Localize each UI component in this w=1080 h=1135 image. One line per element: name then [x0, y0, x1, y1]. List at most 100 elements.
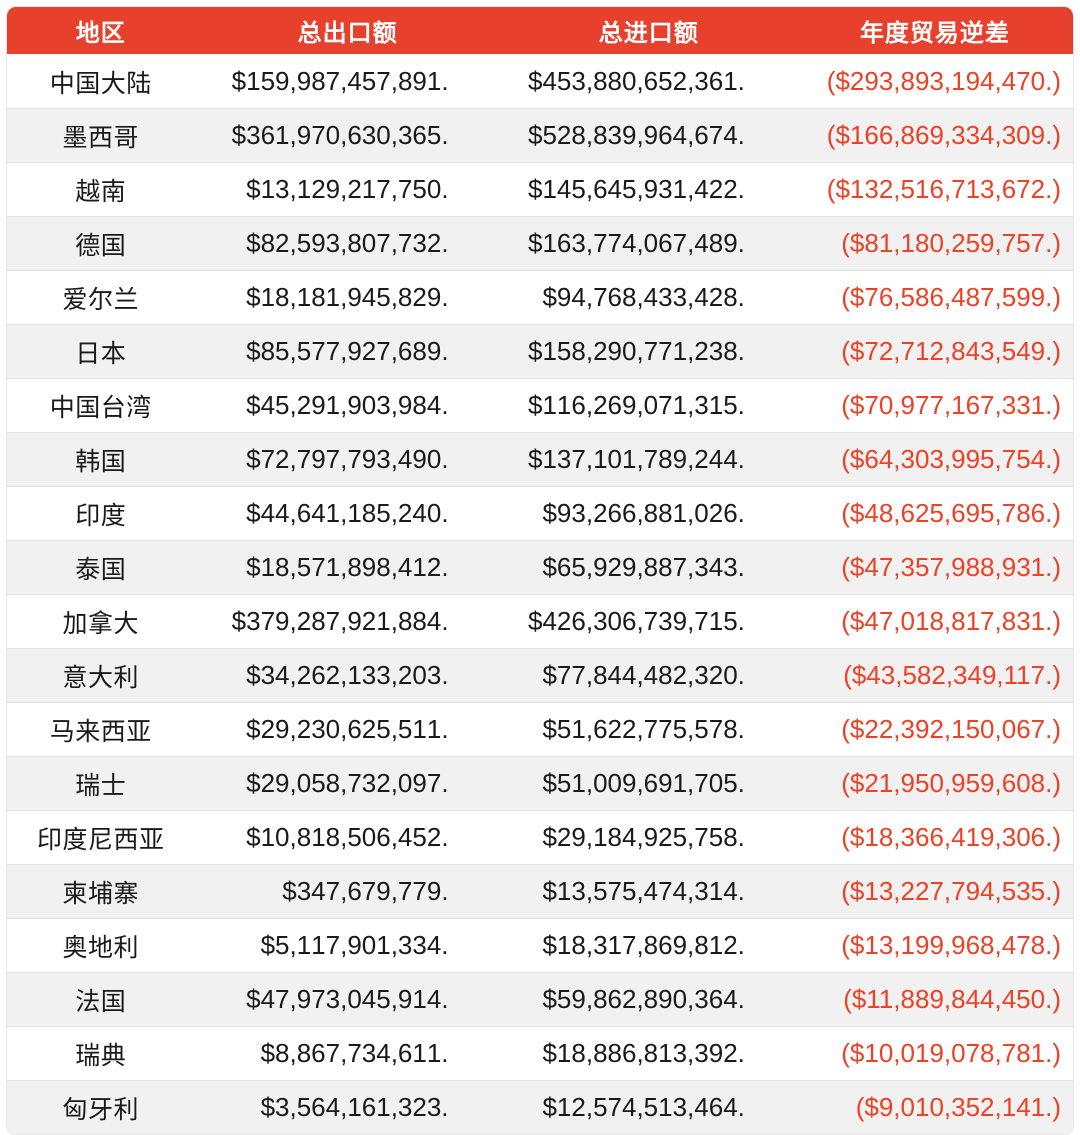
deficit-cell: ($11,889,844,450.) — [796, 972, 1073, 1027]
deficit-cell: ($43,582,349,117.) — [796, 648, 1073, 703]
table-row: 法国 $47,973,045,914. $59,862,890,364. ($11,8… — [7, 972, 1073, 1027]
deficit-cell: ($22,392,150,067.) — [796, 702, 1073, 757]
region-cell: 奥地利 — [7, 918, 195, 973]
column-header-deficit: 年度贸易逆差 — [796, 7, 1073, 55]
exports-cell: $361,970,630,365. — [194, 108, 501, 163]
imports-cell: $528,839,964,674. — [500, 108, 797, 163]
table-row: 中国台湾 $45,291,903,984. $116,269,071,315. ($7… — [7, 378, 1073, 433]
table-body: 中国大陆 $159,987,457,891. $453,880,652,361. ($… — [7, 54, 1073, 1134]
table-row: 韩国 $72,797,793,490. $137,101,789,244. ($64,… — [7, 432, 1073, 487]
region-cell: 韩国 — [7, 432, 195, 487]
table-row: 奥地利 $5,117,901,334. $18,317,869,812. ($13,1… — [7, 918, 1073, 973]
deficit-cell: ($81,180,259,757.) — [796, 216, 1073, 271]
imports-cell: $59,862,890,364. — [500, 972, 797, 1027]
table-row: 马来西亚 $29,230,625,511. $51,622,775,578. ($22… — [7, 702, 1073, 757]
region-cell: 中国大陆 — [7, 54, 195, 109]
deficit-cell: ($64,303,995,754.) — [796, 432, 1073, 487]
deficit-cell: ($10,019,078,781.) — [796, 1026, 1073, 1081]
exports-cell: $18,181,945,829. — [194, 270, 501, 325]
exports-cell: $8,867,734,611. — [194, 1026, 501, 1081]
deficit-cell: ($76,586,487,599.) — [796, 270, 1073, 325]
table-row: 印度 $44,641,185,240. $93,266,881,026. ($48,6… — [7, 486, 1073, 541]
region-cell: 日本 — [7, 324, 195, 379]
region-cell: 法国 — [7, 972, 195, 1027]
table-row: 越南 $13,129,217,750. $145,645,931,422. ($132… — [7, 162, 1073, 217]
region-cell: 柬埔寨 — [7, 864, 195, 919]
exports-cell: $5,117,901,334. — [194, 918, 501, 973]
exports-cell: $29,230,625,511. — [194, 702, 501, 757]
table-row: 日本 $85,577,927,689. $158,290,771,238. ($72,… — [7, 324, 1073, 379]
region-cell: 印度 — [7, 486, 195, 541]
exports-cell: $18,571,898,412. — [194, 540, 501, 595]
exports-cell: $47,973,045,914. — [194, 972, 501, 1027]
region-cell: 马来西亚 — [7, 702, 195, 757]
region-cell: 中国台湾 — [7, 378, 195, 433]
region-cell: 瑞典 — [7, 1026, 195, 1081]
exports-cell: $44,641,185,240. — [194, 486, 501, 541]
imports-cell: $163,774,067,489. — [500, 216, 797, 271]
region-cell: 匈牙利 — [62, 1095, 140, 1124]
region-cell: 印度尼西亚 — [7, 810, 195, 865]
imports-cell: $116,269,071,315. — [500, 378, 797, 433]
exports-cell: $72,797,793,490. — [194, 432, 501, 487]
region-cell: 爱尔兰 — [7, 270, 195, 325]
exports-cell: $347,679,779. — [194, 864, 501, 919]
region-cell: 加拿大 — [7, 594, 195, 649]
imports-cell: $158,290,771,238. — [500, 324, 797, 379]
deficit-cell: ($166,869,334,309.) — [796, 108, 1073, 163]
table-row: 中国大陆 $159,987,457,891. $453,880,652,361. ($… — [7, 54, 1073, 109]
table-row: 瑞典 $8,867,734,611. $18,886,813,392. ($10,01… — [7, 1026, 1073, 1081]
table-row: 加拿大 $379,287,921,884. $426,306,739,715. ($4… — [7, 594, 1073, 649]
imports-cell: $18,317,869,812. — [500, 918, 797, 973]
exports-cell: $159,987,457,891. — [194, 54, 501, 109]
imports-cell: $51,622,775,578. — [500, 702, 797, 757]
header-row: 地区 总出口额 总进口额 年度贸易逆差 — [7, 7, 1073, 55]
imports-cell: $453,880,652,361. — [500, 54, 797, 109]
deficit-cell: ($72,712,843,549.) — [796, 324, 1073, 379]
table-row: 泰国 $18,571,898,412. $65,929,887,343. ($47,3… — [7, 540, 1073, 595]
deficit-cell: ($18,366,419,306.) — [796, 810, 1073, 865]
deficit-cell: ($48,625,695,786.) — [796, 486, 1073, 541]
exports-cell: $34,262,133,203. — [194, 648, 501, 703]
table-row: 爱尔兰 $18,181,945,829. $94,768,433,428. ($76,… — [7, 270, 1073, 325]
imports-cell: $12,574,513,464. — [542, 1092, 745, 1122]
exports-cell: $82,593,807,732. — [194, 216, 501, 271]
exports-cell: $45,291,903,984. — [194, 378, 501, 433]
region-cell: 德国 — [7, 216, 195, 271]
deficit-cell: ($13,199,968,478.) — [796, 918, 1073, 973]
exports-cell: $379,287,921,884. — [194, 594, 501, 649]
deficit-cell: ($13,227,794,535.) — [796, 864, 1073, 919]
region-cell: 意大利 — [7, 648, 195, 703]
imports-cell: $13,575,474,314. — [500, 864, 797, 919]
exports-cell: $10,818,506,452. — [194, 810, 501, 865]
table-row: 墨西哥 $361,970,630,365. $528,839,964,674. ($1… — [7, 108, 1073, 163]
column-header-region: 地区 — [7, 7, 195, 55]
deficit-cell: ($132,516,713,672.) — [796, 162, 1073, 217]
deficit-cell: ($21,950,959,608.) — [796, 756, 1073, 811]
imports-cell: $145,645,931,422. — [500, 162, 797, 217]
imports-cell: $137,101,789,244. — [500, 432, 797, 487]
table-row: 意大利 $34,262,133,203. $77,844,482,320. ($43,… — [7, 648, 1073, 703]
exports-cell: $13,129,217,750. — [194, 162, 501, 217]
imports-cell: $94,768,433,428. — [500, 270, 797, 325]
trade-table: 地区 总出口额 总进口额 年度贸易逆差 中国大陆 $159,987,457,891… — [7, 7, 1073, 1134]
column-header-exports: 总出口额 — [194, 7, 501, 55]
exports-cell: $3,564,161,323. — [260, 1092, 449, 1122]
region-cell: 泰国 — [7, 540, 195, 595]
table-row: 印度尼西亚 $10,818,506,452. $29,184,925,758. ($1… — [7, 810, 1073, 865]
exports-cell: $85,577,927,689. — [194, 324, 501, 379]
imports-cell: $51,009,691,705. — [500, 756, 797, 811]
deficit-cell: ($47,357,988,931.) — [796, 540, 1073, 595]
deficit-cell: ($47,018,817,831.) — [796, 594, 1073, 649]
region-cell: 墨西哥 — [7, 108, 195, 163]
imports-cell: $426,306,739,715. — [500, 594, 797, 649]
imports-cell: $18,886,813,392. — [500, 1026, 797, 1081]
region-cell: 瑞士 — [7, 756, 195, 811]
table-row: 匈牙利 $3,564,161,323. $12,574,513,464. ($9,01… — [7, 1080, 1073, 1134]
exports-cell: $29,058,732,097. — [194, 756, 501, 811]
trade-table-card: 地区 总出口额 总进口额 年度贸易逆差 中国大陆 $159,987,457,891… — [6, 6, 1074, 1135]
deficit-cell: ($9,010,352,141.) — [855, 1092, 1061, 1122]
imports-cell: $29,184,925,758. — [500, 810, 797, 865]
table-row: 德国 $82,593,807,732. $163,774,067,489. ($81,… — [7, 216, 1073, 271]
region-cell: 越南 — [7, 162, 195, 217]
